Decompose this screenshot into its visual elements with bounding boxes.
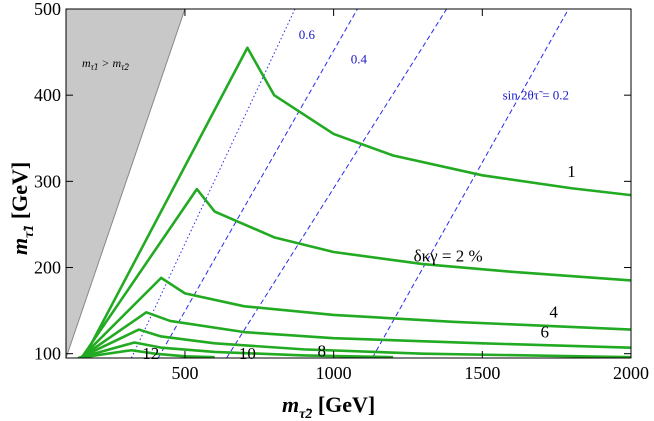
contour-line: [80, 187, 631, 358]
mixing-line: [226, 9, 448, 358]
x-tick-label: 1500: [464, 363, 500, 383]
contour-line: [79, 276, 631, 358]
diagonal-boundary: [66, 9, 186, 358]
x-axis-label: mτ̃2 [GeV]: [282, 392, 375, 421]
contour-label: 8: [317, 341, 326, 360]
contour-label: 10: [239, 344, 256, 363]
plot-frame: [65, 8, 632, 359]
mixing-line: [371, 9, 569, 358]
mixing-label: 0.4: [351, 51, 368, 66]
contour-label: δκγ = 2 %: [414, 246, 483, 265]
y-tick-label: 500: [34, 0, 61, 19]
y-tick-label: 400: [34, 85, 61, 105]
contour-line: [82, 46, 631, 358]
contour-label: 1: [567, 162, 576, 181]
mixing-line: [157, 9, 358, 358]
mixing-line: [130, 9, 296, 358]
y-tick-label: 200: [34, 258, 61, 278]
x-tick-label: 2000: [613, 363, 649, 383]
x-tick-label: 500: [171, 363, 198, 383]
contour-line: [77, 348, 215, 358]
contour-label: 12: [142, 344, 159, 363]
contour-line: [78, 341, 394, 358]
contour-line: [78, 328, 631, 358]
y-axis-label: mτ̃1 [GeV]: [7, 162, 37, 255]
mixing-label: sin 2θτ̃ = 0.2: [503, 87, 569, 102]
y-tick-label: 300: [34, 171, 61, 191]
x-tick-label: 1000: [316, 363, 352, 383]
y-tick-label: 100: [34, 344, 61, 364]
region-label: mτ̃1 > mτ̃2: [82, 56, 129, 72]
contour-line: [79, 311, 631, 358]
mixing-label: 0.6: [299, 27, 316, 42]
contour-label: 4: [549, 302, 558, 321]
contour-label: 6: [541, 322, 550, 341]
